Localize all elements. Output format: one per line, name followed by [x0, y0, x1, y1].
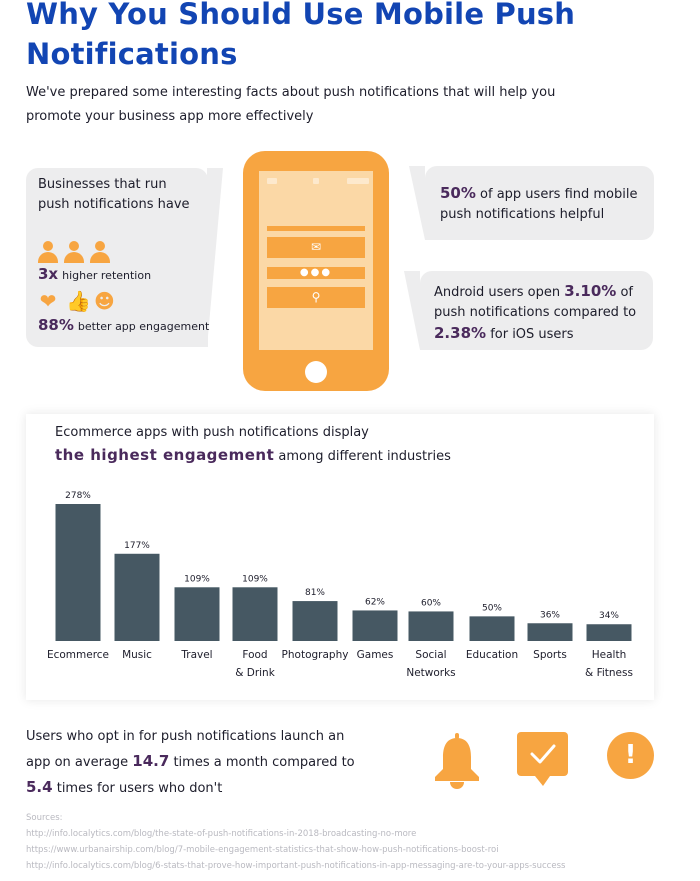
envelope-icon: ✉: [310, 240, 322, 254]
bar-value-label: 60%: [421, 598, 441, 608]
category-label: Ecommerce: [47, 649, 109, 661]
thumbs-up-icon: 👍: [66, 289, 91, 313]
engagement-value: 88%: [38, 316, 74, 334]
ios-rate: 2.38%: [434, 324, 487, 342]
chart-heading-rest: among different industries: [278, 449, 451, 464]
bar-travel: [174, 587, 220, 641]
location-notification: ⚲: [267, 287, 365, 308]
person-icon: [38, 241, 58, 263]
category-label: Sports: [533, 649, 567, 661]
bar-social-networks: [408, 611, 454, 641]
category-label: & Drink: [235, 667, 275, 679]
chat-notification: ●●●: [267, 267, 365, 279]
retention-label: higher retention: [62, 269, 152, 282]
industry-engagement-chart: 278% Ecommerce 177% Music 109% Travel 109% Food…: [47, 491, 633, 679]
helpful-stat: 50% of app users find mobile push notifi…: [440, 183, 650, 225]
intro-text: We've prepared some interesting facts ab…: [26, 85, 556, 124]
bar-value-label: 109%: [242, 574, 268, 584]
bar-food-drink: [232, 587, 278, 641]
category-label: Education: [466, 649, 518, 661]
engagement-stat: 88% better app engagement: [38, 316, 209, 334]
bar-sports: [527, 623, 573, 641]
source-link[interactable]: http://info.localytics.com/blog/the-stat…: [26, 829, 417, 839]
bar-value-label: 177%: [124, 541, 150, 551]
category-label: Health: [592, 649, 626, 661]
open-rate-text3: for iOS users: [490, 327, 574, 342]
reaction-icons: ❤ 👍 ☻: [38, 289, 115, 313]
right-bottom-speech-bubble: [420, 271, 653, 350]
phone-status-bar: [267, 178, 381, 186]
chart-heading-line2: the highest engagement among different i…: [55, 446, 451, 464]
category-label: Travel: [180, 649, 212, 661]
helpful-value: 50%: [440, 184, 476, 202]
launch-text2: times a month compared to: [173, 755, 355, 770]
person-icon: [90, 241, 110, 263]
open-rate-stat: Android users open 3.10% of push notific…: [434, 281, 650, 345]
bar-ecommerce: [55, 504, 101, 641]
bar-games: [352, 610, 398, 641]
category-label: Social: [415, 649, 446, 661]
bar-value-label: 36%: [540, 610, 560, 620]
bar-value-label: 62%: [365, 597, 385, 607]
phone-home-button: [305, 361, 327, 383]
open-rate-text2: of push notifications compared to: [434, 285, 637, 320]
message-check-icon: [517, 732, 568, 786]
launch-frequency-stat: Users who opt in for push notifications …: [26, 725, 356, 801]
bar-value-label: 34%: [599, 611, 619, 621]
bar-health-fitness: [586, 624, 632, 641]
phone-screen: ✉ ●●● ⚲: [259, 171, 373, 350]
left-bubble-tail: [207, 168, 223, 347]
dots-icon: ●●●: [299, 267, 333, 278]
open-rate-text1: Android users open: [434, 285, 561, 300]
left-bubble-text: Businesses that run push notifications h…: [38, 177, 190, 212]
bar-music: [114, 553, 160, 641]
right-bottom-bubble-tail: [404, 271, 420, 350]
sources-label: Sources:: [26, 813, 63, 823]
heart-icon: ❤: [39, 289, 57, 313]
source-link[interactable]: https://www.urbanairship.com/blog/7-mobi…: [26, 845, 499, 855]
smiley-icon: ☻: [94, 289, 115, 313]
person-icon: [64, 241, 84, 263]
chart-heading-line1: Ecommerce apps with push notifications d…: [55, 425, 369, 440]
page-title: Why You Should Use Mobile Push Notificat…: [26, 0, 576, 71]
retention-stat: 3x higher retention: [38, 265, 151, 283]
opt-in-launch-value: 14.7: [132, 752, 170, 770]
bar-photography: [292, 601, 338, 641]
engagement-label: better app engagement: [77, 320, 210, 333]
android-rate: 3.10%: [564, 282, 617, 300]
retention-value: 3x: [38, 265, 59, 283]
location-pin-icon: ⚲: [311, 290, 321, 304]
bar-education: [469, 616, 515, 641]
bar-value-label: 278%: [65, 491, 91, 501]
category-label: Photography: [282, 649, 349, 661]
bar-value-label: 81%: [305, 588, 325, 598]
category-label: & Fitness: [585, 667, 633, 679]
people-icons: [38, 241, 110, 263]
sources-list: Sources: http://info.localytics.com/blog…: [26, 810, 696, 874]
bar-value-label: 50%: [482, 603, 502, 613]
right-top-speech-bubble: [425, 166, 654, 240]
opt-out-launch-value: 5.4: [26, 778, 53, 796]
notification-bar: [267, 226, 365, 231]
launch-text3: times for users who don't: [56, 781, 223, 796]
right-top-bubble-tail: [409, 166, 425, 240]
category-label: Networks: [406, 667, 455, 679]
bell-icon: [435, 733, 479, 789]
bar-value-label: 109%: [184, 574, 210, 584]
mail-notification: ✉: [267, 237, 365, 258]
chart-heading-emphasis: the highest engagement: [55, 446, 275, 464]
phone-illustration: ✉ ●●● ⚲: [243, 151, 389, 391]
launch-text1: Users who opt in for push notifications …: [26, 729, 345, 770]
source-link[interactable]: http://info.localytics.com/blog/6-stats-…: [26, 861, 566, 871]
helpful-text: of app users find mobile push notificati…: [440, 187, 638, 222]
category-label: Music: [122, 649, 152, 661]
alert-icon: !: [607, 732, 654, 779]
category-label: Games: [357, 649, 394, 661]
category-label: Food: [242, 649, 267, 661]
